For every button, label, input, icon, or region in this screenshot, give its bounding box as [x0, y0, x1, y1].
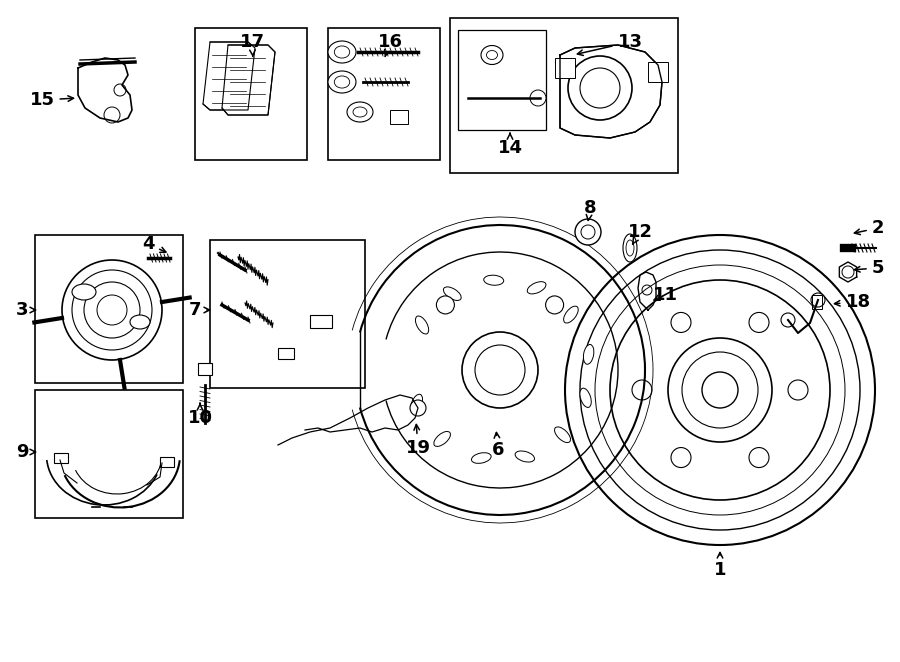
Text: 11: 11 [652, 286, 678, 304]
Ellipse shape [130, 315, 150, 329]
Ellipse shape [328, 71, 356, 93]
Bar [458, 30, 546, 130]
Ellipse shape [72, 284, 96, 300]
Ellipse shape [416, 316, 428, 334]
Circle shape [632, 380, 652, 400]
Text: 18: 18 [834, 293, 870, 311]
Bar [812, 295, 822, 309]
Ellipse shape [410, 395, 422, 413]
Text: 10: 10 [187, 403, 212, 427]
Ellipse shape [434, 432, 451, 446]
Ellipse shape [563, 306, 578, 323]
Polygon shape [222, 45, 275, 115]
Text: 14: 14 [498, 133, 523, 157]
Text: 1: 1 [714, 553, 726, 579]
Text: 4: 4 [142, 235, 166, 253]
Text: 9: 9 [16, 443, 35, 461]
Circle shape [671, 448, 691, 467]
Circle shape [545, 296, 563, 314]
Ellipse shape [328, 41, 356, 63]
Circle shape [788, 380, 808, 400]
Text: 17: 17 [239, 33, 265, 57]
Text: 2: 2 [854, 219, 884, 237]
Bar [648, 62, 668, 82]
Circle shape [749, 448, 769, 467]
Ellipse shape [472, 453, 491, 463]
Circle shape [530, 90, 546, 106]
Bar [210, 240, 365, 388]
Bar [450, 18, 678, 173]
Circle shape [575, 219, 601, 245]
Ellipse shape [481, 46, 503, 64]
Text: 7: 7 [189, 301, 210, 319]
Ellipse shape [583, 344, 594, 364]
Text: 13: 13 [578, 33, 643, 56]
Circle shape [781, 313, 795, 327]
Ellipse shape [347, 102, 373, 122]
Circle shape [436, 296, 454, 314]
Text: 5: 5 [854, 259, 884, 277]
Circle shape [62, 260, 162, 360]
Bar [195, 28, 307, 160]
Text: 15: 15 [30, 91, 74, 109]
Text: 16: 16 [377, 33, 402, 56]
Bar [555, 58, 575, 78]
Circle shape [749, 312, 769, 332]
Bar [54, 453, 68, 463]
Text: 3: 3 [16, 301, 35, 319]
Polygon shape [203, 42, 255, 110]
Text: 8: 8 [584, 199, 597, 220]
Bar [310, 315, 332, 328]
Bar [198, 363, 212, 375]
Text: 19: 19 [406, 424, 430, 457]
Ellipse shape [483, 275, 504, 285]
Polygon shape [560, 45, 662, 138]
Text: 6: 6 [491, 432, 504, 459]
Ellipse shape [444, 287, 461, 301]
Circle shape [671, 312, 691, 332]
Ellipse shape [527, 281, 546, 294]
Ellipse shape [554, 427, 571, 443]
Circle shape [811, 293, 825, 307]
Bar [390, 110, 408, 124]
Circle shape [410, 400, 426, 416]
Circle shape [462, 332, 538, 408]
Circle shape [568, 56, 632, 120]
Ellipse shape [515, 451, 535, 462]
Ellipse shape [580, 388, 591, 407]
Bar [160, 457, 174, 467]
Ellipse shape [623, 234, 637, 262]
Text: 12: 12 [627, 223, 652, 244]
Bar [328, 28, 440, 160]
Bar [278, 348, 294, 359]
Bar [35, 235, 183, 383]
Bar [35, 390, 183, 518]
